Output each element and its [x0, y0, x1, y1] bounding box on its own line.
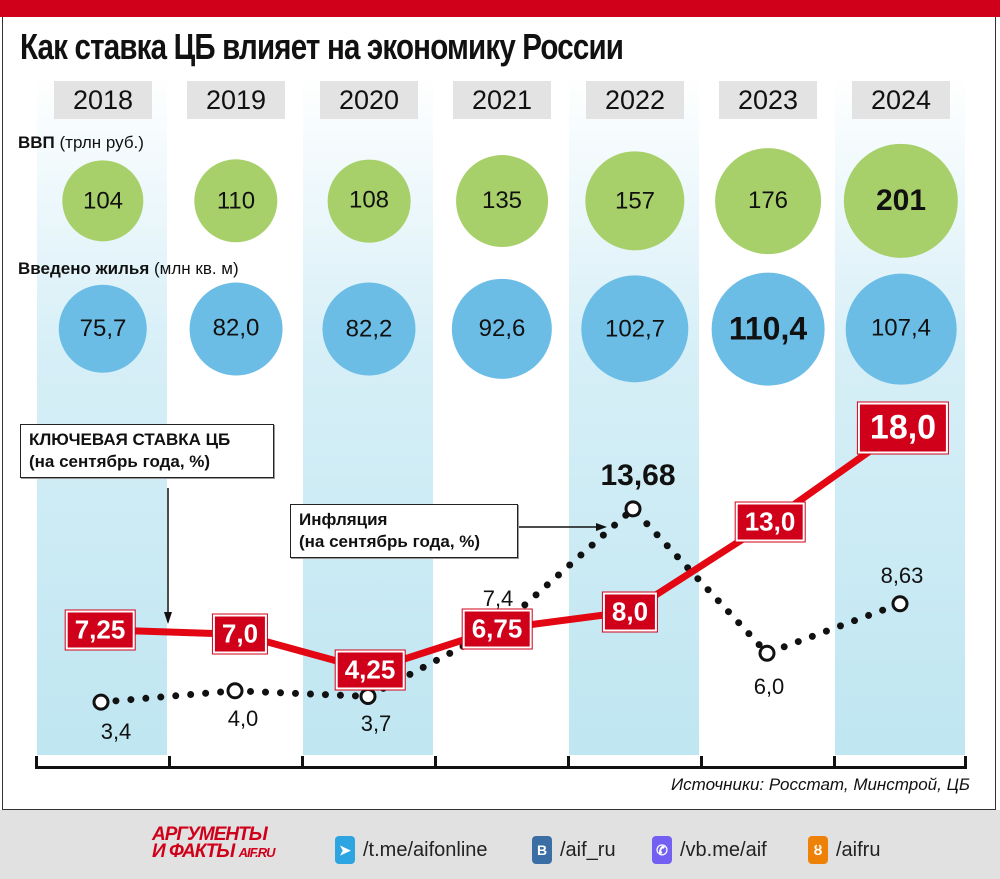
social-link-text: /vb.me/aif [680, 838, 767, 861]
frame [2, 17, 996, 810]
inflation-point [624, 500, 642, 518]
inflation-point [758, 644, 776, 662]
housing-unit: (млн кв. м) [154, 259, 239, 278]
logo-line1: АРГУМЕНТЫ [152, 824, 268, 845]
year-label: 2023 [719, 81, 817, 119]
housing-bubble: 102,7 [581, 275, 689, 383]
key-rate-value-label: 6,75 [462, 609, 532, 649]
axis-tick [833, 756, 836, 768]
aif-logo[interactable]: АРГУМЕНТЫ И ФАКТЫ AIF.RU [152, 824, 276, 862]
inflation-value-label: 7,4 [482, 585, 514, 611]
housing-bubble: 92,6 [451, 278, 553, 380]
key-rate-value-label: 8,0 [602, 592, 658, 632]
housing-label-text: Введено жилья [18, 259, 150, 278]
housing-bubble: 110,4 [711, 272, 825, 386]
gdp-bubble: 135 [456, 155, 548, 247]
key-rate-value-label: 13,0 [735, 502, 805, 542]
gdp-bubble: 108 [327, 159, 411, 243]
social-link-text: /aif_ru [560, 838, 616, 861]
key-rate-note-line2: (на сентябрь года, %) [29, 452, 211, 471]
gdp-bubble: 157 [585, 151, 685, 251]
gdp-unit: (трлн руб.) [59, 133, 144, 152]
inflation-value-label: 8,63 [880, 562, 924, 588]
source-note: Источники: Росстат, Минстрой, ЦБ [671, 775, 970, 794]
year-label: 2022 [586, 81, 684, 119]
year-label: 2019 [187, 81, 285, 119]
axis-tick [700, 756, 703, 768]
logo-line2: И ФАКТЫ [152, 841, 235, 862]
logo-site: AIF.RU [238, 845, 276, 860]
top-bar [0, 0, 1000, 17]
housing-bubble: 107,4 [845, 273, 957, 385]
gdp-label-text: ВВП [18, 133, 55, 152]
axis-tick [434, 756, 437, 768]
gdp-bubble: 104 [62, 160, 144, 242]
axis-tick [567, 756, 570, 768]
ok-icon: ȣ [808, 836, 828, 864]
inflation-value-label: 6,0 [753, 674, 785, 700]
axis-tick [35, 756, 38, 768]
key-rate-note-line1: КЛЮЧЕВАЯ СТАВКА ЦБ [29, 430, 231, 449]
axis-tick [168, 756, 171, 768]
vk-icon: B [532, 836, 552, 864]
gdp-label: ВВП (трлн руб.) [18, 133, 144, 153]
housing-label: Введено жилья (млн кв. м) [18, 259, 239, 279]
inflation-arrowhead [596, 523, 607, 531]
page-title: Как ставка ЦБ влияет на экономику России [20, 26, 624, 67]
inflation-value-label: 13,68 [600, 458, 676, 492]
key-rate-value-label: 18,0 [857, 402, 949, 454]
social-link[interactable]: ȣ/aifru [808, 836, 880, 864]
gdp-bubble: 110 [194, 159, 278, 243]
key-rate-arrowhead [164, 612, 172, 624]
year-label: 2020 [320, 81, 418, 119]
x-axis [35, 766, 967, 769]
social-link[interactable]: ✆ /vb.me/aif [652, 836, 767, 864]
key-rate-note: КЛЮЧЕВАЯ СТАВКА ЦБ (на сентябрь года, %) [20, 424, 274, 478]
key-rate-value-label: 7,25 [65, 610, 135, 650]
axis-tick [301, 756, 304, 768]
social-link[interactable]: B/aif_ru [532, 836, 616, 864]
social-link-text: /aifru [836, 838, 881, 861]
inflation-note: Инфляция (на сентябрь года, %) [290, 504, 518, 558]
social-link[interactable]: ➤ /t.me/aifonline [335, 836, 488, 864]
inflation-point [92, 693, 110, 711]
inflation-note-line1: Инфляция [299, 510, 388, 529]
year-label: 2018 [54, 81, 152, 119]
housing-bubble: 82,0 [189, 282, 283, 376]
year-label: 2024 [852, 81, 950, 119]
key-rate-value-label: 7,0 [212, 614, 268, 654]
year-label: 2021 [453, 81, 551, 119]
telegram-icon: ➤ [335, 836, 355, 864]
viber-icon: ✆ [652, 836, 672, 864]
inflation-value-label: 3,7 [360, 711, 392, 737]
inflation-point [359, 687, 377, 705]
gdp-bubble: 176 [715, 148, 821, 254]
inflation-value-label: 4,0 [227, 705, 259, 731]
inflation-point [891, 595, 909, 613]
housing-bubble: 82,2 [322, 282, 416, 376]
social-link-text: /t.me/aifonline [363, 838, 488, 861]
housing-bubble: 75,7 [58, 284, 148, 374]
footer: АРГУМЕНТЫ И ФАКТЫ AIF.RU ➤ /t.me/aifonline… [0, 810, 1000, 879]
inflation-point [226, 682, 244, 700]
inflation-note-line2: (на сентябрь года, %) [299, 532, 481, 551]
inflation-value-label: 3,4 [100, 719, 132, 745]
key-rate-value-label: 4,25 [335, 650, 405, 690]
gdp-bubble: 201 [843, 143, 959, 259]
